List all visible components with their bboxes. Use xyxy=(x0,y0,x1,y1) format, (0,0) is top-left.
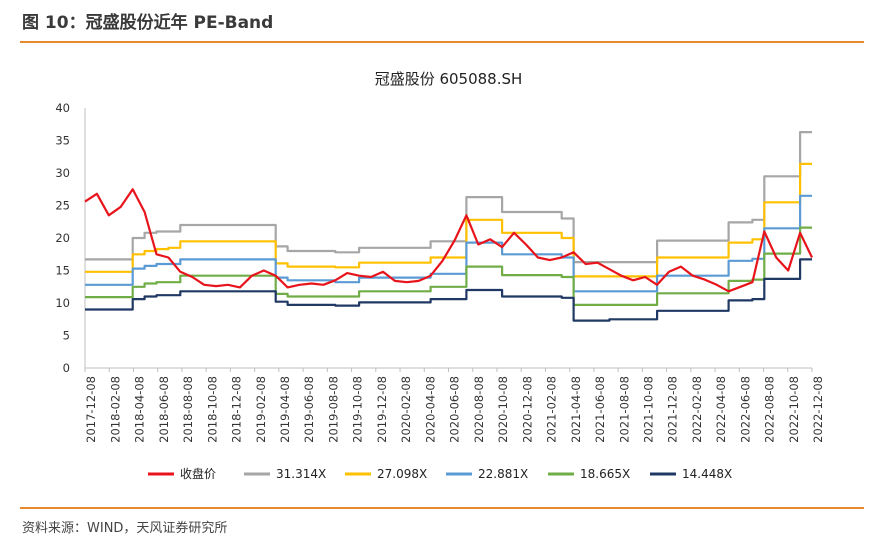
x-tick-label: 2022-10-08 xyxy=(787,376,801,443)
y-tick-label: 15 xyxy=(55,264,70,278)
x-tick-label: 2020-08-08 xyxy=(472,376,486,443)
source-note: 资料来源：WIND，天风证券研究所 xyxy=(22,521,228,536)
legend-label: 收盘价 xyxy=(180,466,216,481)
x-tick-label: 2021-06-08 xyxy=(593,376,607,443)
x-tick-label: 2021-04-08 xyxy=(569,376,583,443)
y-tick-label: 40 xyxy=(55,101,70,115)
y-tick-label: 25 xyxy=(55,199,70,213)
legend-label: 22.881X xyxy=(478,467,528,481)
x-tick-label: 2018-06-08 xyxy=(157,376,171,443)
x-tick-label: 2018-04-08 xyxy=(133,376,147,443)
x-tick-label: 2020-06-08 xyxy=(448,376,462,443)
series-line-4 xyxy=(85,226,812,306)
x-tick-label: 2018-10-08 xyxy=(205,376,219,443)
pe-band-chart: 冠盛股份 605088.SH 0 5 10 15 20 25 30 35 40 2017-12-08… xyxy=(55,70,825,481)
series-line-0 xyxy=(84,188,813,293)
y-tick-label: 35 xyxy=(55,134,70,148)
x-tick-label: 2022-08-08 xyxy=(763,376,777,443)
y-tick-label: 0 xyxy=(63,361,70,375)
series-line-3 xyxy=(85,194,812,293)
x-tick-label: 2022-04-08 xyxy=(714,376,728,443)
y-tick-label: 5 xyxy=(63,329,70,343)
x-tick-label: 2019-12-08 xyxy=(375,376,389,443)
x-tick-label: 2018-02-08 xyxy=(108,376,122,443)
top-divider xyxy=(20,41,864,43)
x-tick-label: 2022-06-08 xyxy=(738,376,752,443)
series-line-2 xyxy=(85,162,812,278)
chart-title: 冠盛股份 605088.SH xyxy=(375,70,523,88)
x-tick-label: 2018-12-08 xyxy=(230,376,244,443)
x-tick-label: 2022-02-08 xyxy=(690,376,704,443)
legend-label: 27.098X xyxy=(377,467,427,481)
x-tick-label: 2020-02-08 xyxy=(399,376,413,443)
x-tick-label: 2019-10-08 xyxy=(351,376,365,443)
y-tick-label: 30 xyxy=(55,166,70,180)
legend-label: 31.314X xyxy=(276,467,326,481)
x-tick-label: 2019-06-08 xyxy=(302,376,316,443)
y-tick-label: 10 xyxy=(55,296,70,310)
figure-title: 图 10：冠盛股份近年 PE-Band xyxy=(22,13,274,33)
series-line-1 xyxy=(85,131,812,264)
x-tick-label: 2019-08-08 xyxy=(326,376,340,443)
x-tick-label: 2020-12-08 xyxy=(520,376,534,443)
x-tick-label: 2021-10-08 xyxy=(641,376,655,443)
x-tick-label: 2022-12-08 xyxy=(811,376,825,443)
x-tick-label: 2017-12-08 xyxy=(84,376,98,443)
series-line-5 xyxy=(85,258,812,322)
legend-label: 18.665X xyxy=(580,467,630,481)
y-tick-label: 20 xyxy=(55,231,70,245)
x-tick-label: 2018-08-08 xyxy=(181,376,195,443)
bottom-divider xyxy=(20,507,864,509)
x-tick-label: 2021-12-08 xyxy=(666,376,680,443)
x-tick-label: 2021-02-08 xyxy=(545,376,559,443)
legend-label: 14.448X xyxy=(682,467,732,481)
x-tick-label: 2019-04-08 xyxy=(278,376,292,443)
x-tick-label: 2021-08-08 xyxy=(617,376,631,443)
x-tick-label: 2020-10-08 xyxy=(496,376,510,443)
x-tick-label: 2020-04-08 xyxy=(423,376,437,443)
x-tick-label: 2019-02-08 xyxy=(254,376,268,443)
